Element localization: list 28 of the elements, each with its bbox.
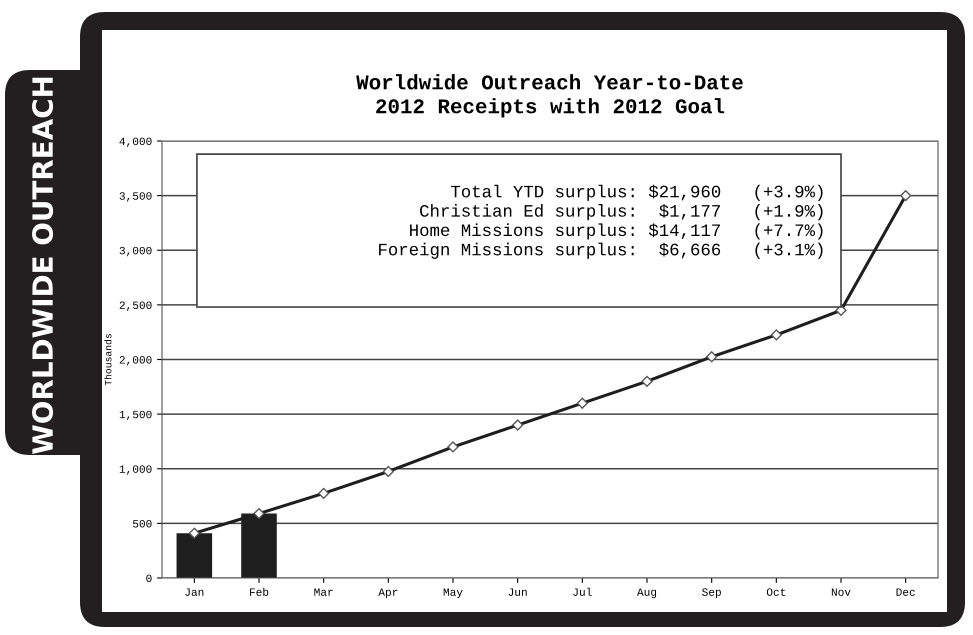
chart-title: Worldwide Outreach Year-to-Date 2012 Receipts with 2012 Goal bbox=[356, 74, 743, 118]
x-tick-label: Mar bbox=[314, 588, 333, 596]
x-tick-label: Feb bbox=[250, 588, 268, 596]
annotation: Total YTD surplus: $21,960 (+3.9%) bbox=[451, 184, 823, 201]
x-tick-label: Jul bbox=[573, 588, 592, 596]
x-tick-label: Jan bbox=[185, 588, 204, 596]
y-tick-label: 1,500 bbox=[120, 410, 152, 420]
x-tick-label: Oct bbox=[766, 588, 786, 596]
x-tick-label: Dec bbox=[896, 588, 915, 596]
x-tick-label: Sep bbox=[702, 588, 721, 598]
x-tick-label: May bbox=[444, 588, 463, 598]
y-tick-label: 2,500 bbox=[120, 301, 152, 311]
x-tick-label: Aug bbox=[636, 588, 656, 598]
y-tick-label: 0 bbox=[146, 574, 152, 582]
x-tick-label: Jun bbox=[508, 588, 527, 596]
annotation: Home Missions surplus: $14,117 (+7.7%) bbox=[410, 223, 823, 240]
y-tick-label: 2,000 bbox=[120, 356, 152, 366]
x-tick-label: Nov bbox=[832, 588, 851, 596]
y-tick-label: 3,500 bbox=[120, 192, 152, 202]
text: WORLDWIDE OUTREACH bbox=[32, 78, 54, 454]
annotation: Christian Ed surplus: $1,177 (+1.9%) bbox=[420, 204, 823, 220]
y-tick-label: 4,000 bbox=[119, 138, 152, 147]
y-tick-label: 1,000 bbox=[120, 465, 152, 475]
y-tick-label: 500 bbox=[132, 520, 152, 528]
y-tick-label: 3,000 bbox=[120, 246, 152, 256]
annotation: Foreign Missions surplus: $6,666 (+3.1%) bbox=[379, 242, 823, 259]
y-axis-title: Thousands bbox=[104, 334, 112, 386]
x-tick-label: Apr bbox=[378, 588, 398, 598]
